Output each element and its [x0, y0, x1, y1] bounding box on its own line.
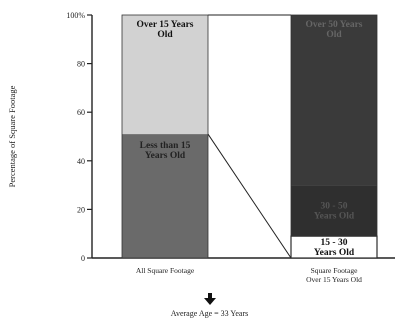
segment-label: Less than 15 Years Old [140, 141, 191, 161]
y-tick-label: 40 [77, 157, 85, 166]
segment-label-line: Years Old [145, 151, 186, 161]
y-tick-label: 80 [77, 60, 85, 69]
y-tick-label: 0 [81, 254, 85, 263]
y-tick-label: 20 [77, 205, 85, 214]
segment-label: Over 15 Years Old [137, 20, 194, 40]
category-label-line: Square Footage [311, 266, 359, 275]
segment-label-line: Over 50 Years [306, 20, 363, 30]
segment-label-line: Over 15 Years [137, 20, 194, 30]
segment-label-line: Old [326, 30, 342, 40]
average-age-text: Average Age = 33 Years [170, 309, 249, 318]
segment-label: 30 - 50 Years Old [314, 202, 355, 222]
chart-bars [121, 14, 378, 259]
segment-label: 15 - 30 Years Old [314, 238, 355, 258]
category-label-line: All Square Footage [136, 266, 195, 275]
bar-outline [290, 14, 378, 259]
category-label-line: Over 15 Years Old [306, 275, 362, 284]
y-tick-label: 60 [77, 108, 85, 117]
bar-segment [291, 15, 377, 186]
bar-segment [122, 134, 208, 258]
y-axis-label: Percentage of Square Footage [7, 85, 17, 187]
segment-label-line: Less than 15 [140, 141, 191, 151]
y-tick-label: 100% [66, 11, 85, 20]
segment-label-line: Years Old [314, 212, 355, 222]
segment-label-line: Old [157, 30, 173, 40]
bar-segment [122, 15, 208, 135]
segment-label-line: 15 - 30 [321, 238, 348, 248]
connector-line-bottom [207, 133, 292, 259]
connector-lines [207, 14, 292, 259]
category-label: All Square Footage [136, 266, 195, 275]
segment-label-line: Years Old [314, 248, 355, 258]
segment-label-line: 30 - 50 [321, 202, 348, 212]
category-label: Square Footage Over 15 Years Old [306, 266, 362, 284]
bar-segment [291, 185, 377, 237]
segment-label: Over 50 Years Old [306, 20, 363, 40]
bar-outline [121, 14, 209, 259]
down-arrow-icon [204, 293, 216, 305]
